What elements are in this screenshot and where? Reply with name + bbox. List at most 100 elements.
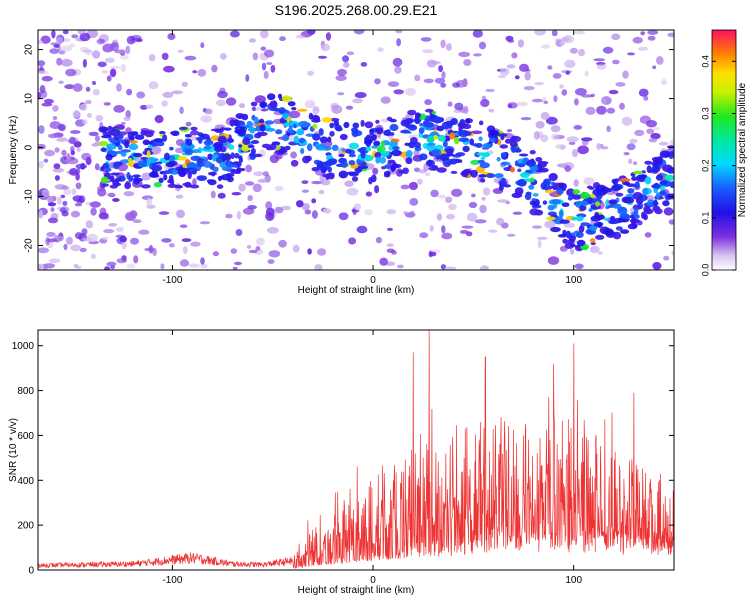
spectrogram-cell: [170, 131, 177, 135]
spectrogram-cell: [317, 248, 327, 256]
spectrogram-cell: [167, 179, 172, 184]
spectrogram-cell: [79, 103, 88, 112]
spectrogram-cell: [644, 160, 653, 165]
spectrogram-cell: [110, 265, 116, 270]
spectrogram-cell: [415, 112, 421, 119]
spectrogram-cell: [662, 200, 670, 207]
spectrogram-cell: [337, 68, 347, 76]
snr-marks: [38, 330, 674, 569]
spectrogram-cell: [40, 90, 48, 99]
spectrogram-cell: [322, 173, 331, 178]
spectrogram-cell: [109, 65, 121, 70]
spectrogram-cell: [304, 100, 316, 109]
spectrogram-cell: [41, 189, 51, 197]
spectrogram-cell: [163, 174, 168, 181]
spectrogram-cell: [238, 157, 243, 163]
spectrogram-cell: [520, 172, 530, 179]
spectrogram-cell: [77, 30, 86, 35]
spectrogram-cell: [611, 33, 621, 41]
spectrogram-cell: [542, 97, 547, 101]
spectrogram-cell: [265, 212, 275, 221]
spectrogram-cell: [387, 227, 393, 231]
spectrogram-cell: [537, 161, 549, 165]
spectrogram-cell: [250, 101, 258, 107]
spectrogram-cell: [619, 178, 631, 182]
spectrogram-cell: [104, 57, 115, 63]
spectrogram-cell: [301, 180, 309, 185]
spectrogram-cell: [295, 34, 306, 39]
spectrogram-cell: [372, 167, 379, 175]
snr-ytick-label: 0: [28, 566, 34, 577]
spectrogram-cell: [46, 232, 56, 237]
spectrogram-cell: [129, 210, 138, 218]
spectrogram-cell: [569, 248, 575, 255]
spectrogram-cell: [544, 189, 555, 194]
spectrogram-cell: [606, 107, 616, 114]
spectrogram-cell: [72, 83, 83, 92]
spectrogram-cell: [497, 75, 506, 79]
spectrogram-cell: [174, 184, 182, 189]
spectrogram-cell: [454, 102, 464, 111]
spectrogram-cell: [346, 187, 359, 196]
spectrogram-cell: [100, 127, 108, 133]
spectrogram-cell: [282, 134, 289, 142]
spectrogram-cell: [259, 101, 268, 108]
spectrogram-cell: [300, 148, 305, 154]
spectrogram-cell: [148, 171, 159, 178]
spectrogram-cell: [102, 236, 109, 241]
spectrogram-cell: [70, 130, 81, 134]
spectrogram-cell: [627, 188, 635, 194]
spectrogram-cell: [612, 203, 622, 209]
spectrogram-cell: [647, 35, 656, 41]
spectrogram-cell: [547, 204, 555, 211]
spectrogram-cell: [116, 258, 127, 264]
spectrogram-cell: [110, 172, 120, 176]
spectrogram-cell: [603, 228, 614, 236]
spectrogram-cell: [585, 106, 596, 115]
spectrogram-cell: [392, 57, 403, 67]
spectrogram-cell: [101, 183, 109, 187]
spectrogram-cell: [162, 170, 173, 175]
spectrogram-cell: [293, 135, 299, 144]
spectrogram-cell: [153, 182, 162, 188]
spectrogram-cell: [186, 162, 198, 168]
spectrogram-cell: [58, 50, 66, 55]
spectrogram-cell: [214, 144, 222, 153]
spectrogram-ytick-label: 10: [24, 93, 35, 105]
spectrogram-cell: [249, 152, 257, 160]
spectrogram-cell: [354, 92, 367, 99]
spectrogram-cell: [208, 171, 217, 176]
spectrogram-cell: [53, 44, 60, 48]
spectrogram-cell: [256, 131, 268, 137]
spectrogram-cell: [296, 128, 305, 136]
spectrogram-cell: [574, 88, 587, 96]
snr-frame: [37, 329, 675, 571]
spectrogram-cell: [419, 153, 428, 161]
spectrogram-cell: [617, 207, 628, 215]
spectrogram-cell: [455, 152, 466, 157]
spectrogram-cell: [148, 81, 159, 90]
spectrogram-cell: [161, 100, 168, 107]
spectrogram-cell: [81, 228, 88, 236]
spectrogram-cell: [466, 231, 473, 237]
spectrogram-cell: [318, 190, 325, 195]
colorbar-tick-label: 0.3: [700, 107, 710, 120]
spectrogram-cell: [480, 98, 490, 108]
spectrogram-cell: [569, 243, 576, 248]
spectrogram-cell: [645, 120, 658, 128]
spectrogram-cell: [108, 137, 113, 141]
spectrogram-cell: [158, 177, 164, 184]
spectrogram-cell: [375, 236, 382, 244]
spectrogram-cell: [318, 147, 326, 151]
spectrogram-cell: [369, 128, 374, 136]
spectrogram-cell: [357, 165, 369, 169]
spectrogram-cell: [446, 213, 455, 220]
spectrogram-cell: [422, 49, 434, 54]
spectrogram-cell: [529, 208, 539, 216]
spectrogram-cell: [267, 93, 276, 101]
spectrogram-cell: [458, 159, 463, 163]
spectrogram-cell: [623, 196, 635, 204]
spectrogram-cell: [462, 145, 470, 153]
spectrogram-cell: [129, 140, 138, 144]
spectrogram-cell: [489, 130, 500, 137]
